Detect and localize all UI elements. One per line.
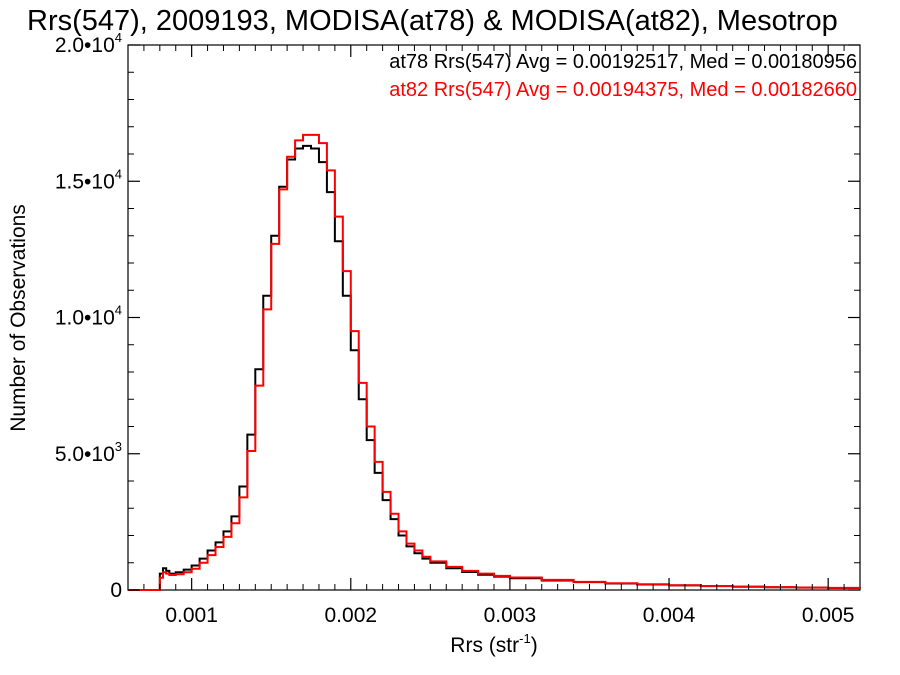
x-tick-label: 0.003 xyxy=(484,604,537,627)
x-tick-labels: 0.001 0.002 0.003 0.004 0.005 xyxy=(165,604,854,627)
x-tick-label: 0.005 xyxy=(802,604,855,627)
x-tick-label: 0.004 xyxy=(643,604,696,627)
y-tick-label: 1.5•104 xyxy=(55,166,122,193)
x-axis-label-end: ) xyxy=(531,634,538,657)
x-tick-label: 0.002 xyxy=(325,604,378,627)
tick-layer xyxy=(128,44,860,591)
x-tick-label: 0.001 xyxy=(165,604,218,627)
x-axis-label: Rrs (str-1) xyxy=(450,631,537,657)
y-axis-label: Number of Observations xyxy=(7,204,30,432)
annotation-at78: at78 Rrs(547) Avg = 0.00192517, Med = 0.… xyxy=(389,51,857,73)
series-line-1 xyxy=(128,133,861,591)
plot-frame xyxy=(127,44,861,591)
y-tick-label: 2.0•104 xyxy=(55,30,122,57)
x-axis-label-base: Rrs (str xyxy=(450,634,519,657)
chart-title: Rrs(547), 2009193, MODISA(at78) & MODISA… xyxy=(27,5,838,37)
annotation-at82: at82 Rrs(547) Avg = 0.00194375, Med = 0.… xyxy=(389,79,857,101)
plot-area xyxy=(127,44,861,591)
x-axis-label-exponent: -1 xyxy=(519,631,531,646)
y-tick-label: 0 xyxy=(110,579,122,602)
y-tick-label: 1.0•104 xyxy=(55,303,122,330)
y-tick-labels: 0 5.0•103 1.0•104 1.5•104 2.0•104 xyxy=(55,30,122,602)
series-layer xyxy=(128,133,861,591)
y-tick-label: 5.0•103 xyxy=(55,439,122,466)
